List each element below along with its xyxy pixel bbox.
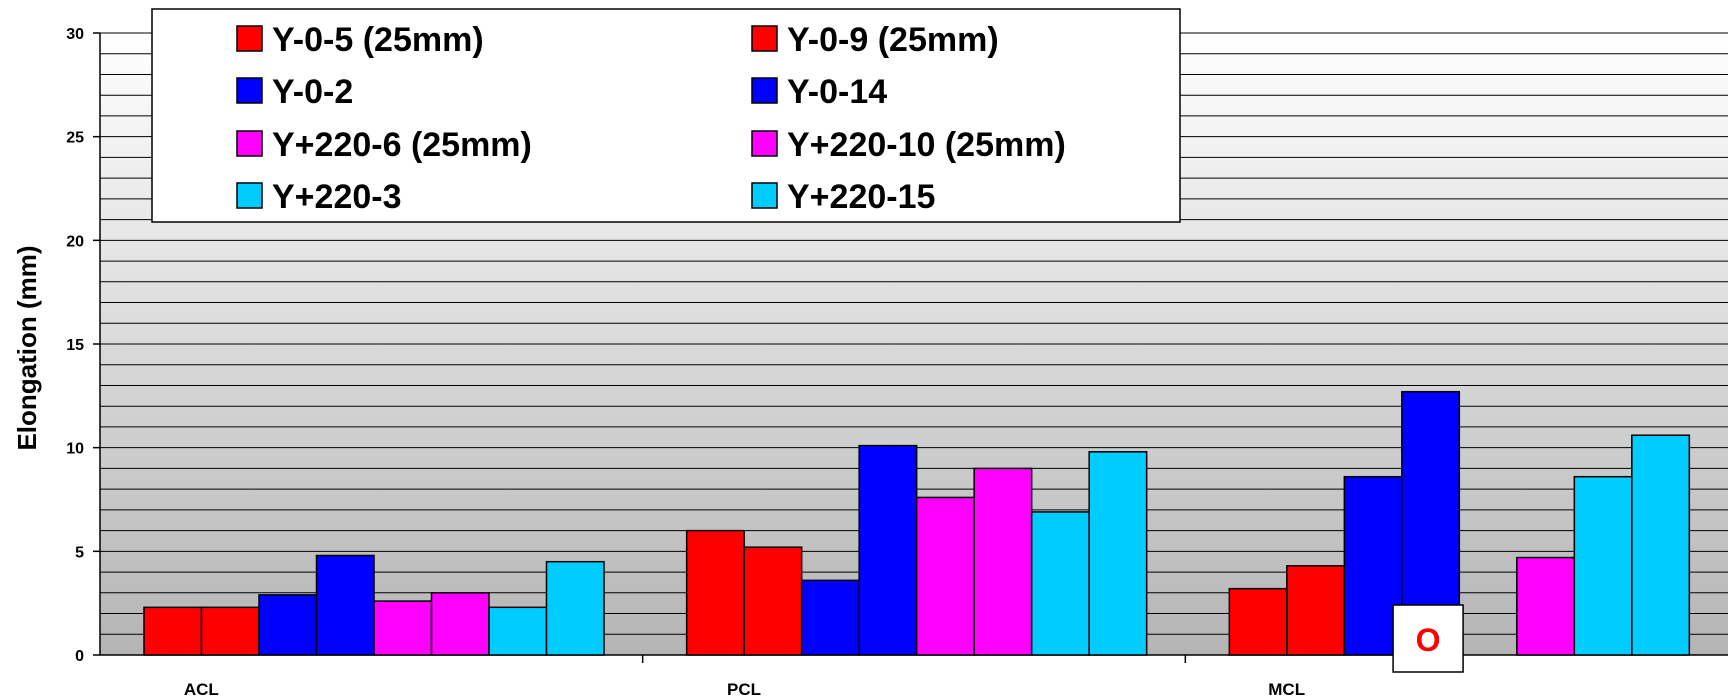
bar — [143, 606, 203, 656]
x-category-label: ACL — [184, 680, 219, 699]
legend-swatch — [751, 25, 778, 52]
bar — [1573, 475, 1633, 656]
bar — [800, 579, 860, 656]
annotation-box — [1392, 604, 1464, 673]
legend-label: Y+220-10 (25mm) — [787, 126, 1066, 164]
bar — [743, 546, 803, 656]
legend-label: Y-0-2 — [272, 73, 353, 111]
bar — [200, 606, 260, 656]
bar — [1286, 565, 1346, 656]
y-tick-label: 10 — [66, 441, 84, 458]
bar — [1030, 511, 1090, 656]
bar — [430, 592, 490, 656]
legend-swatch — [751, 130, 778, 157]
legend-box — [151, 8, 1181, 223]
y-axis-label: Elongation (mm) — [12, 245, 42, 450]
y-tick-label: 30 — [66, 26, 84, 43]
legend: Y-0-5 (25mm) Y-0-9 (25mm) Y-0-2 Y-0-14 Y+220… — [151, 8, 1181, 223]
legend-swatch — [236, 25, 263, 52]
y-tick-label: 20 — [66, 233, 84, 250]
bar — [685, 529, 745, 656]
bar — [315, 554, 375, 656]
bar — [973, 467, 1033, 656]
legend-swatch — [236, 182, 263, 209]
bar — [373, 600, 433, 656]
legend-label: Y+220-15 — [787, 178, 935, 216]
legend-label: Y+220-3 — [272, 178, 402, 216]
legend-label: Y+220-6 (25mm) — [272, 126, 532, 164]
bar — [1631, 434, 1691, 656]
legend-swatch — [236, 77, 263, 104]
bar — [1088, 451, 1148, 656]
x-category-label: PCL — [727, 680, 761, 699]
legend-swatch — [751, 182, 778, 209]
legend-label: Y-0-5 (25mm) — [272, 21, 484, 59]
bar — [1228, 587, 1288, 656]
bar — [915, 496, 975, 656]
bar — [1343, 475, 1403, 656]
legend-swatch — [236, 130, 263, 157]
bar — [1516, 556, 1576, 656]
legend-label: Y-0-9 (25mm) — [787, 21, 999, 59]
bar — [258, 594, 318, 656]
bar — [858, 444, 918, 656]
y-tick-label: 15 — [66, 337, 84, 354]
bar — [488, 606, 548, 656]
y-tick-label: 0 — [75, 648, 84, 665]
y-tick-label: 5 — [75, 544, 84, 561]
y-tick-label: 25 — [66, 130, 84, 147]
legend-swatch — [751, 77, 778, 104]
annotations: O — [1392, 604, 1464, 673]
annotation-label: O — [1416, 622, 1441, 658]
x-category-label: MCL — [1268, 680, 1305, 699]
legend-label: Y-0-14 — [787, 73, 887, 111]
bar — [545, 560, 605, 656]
